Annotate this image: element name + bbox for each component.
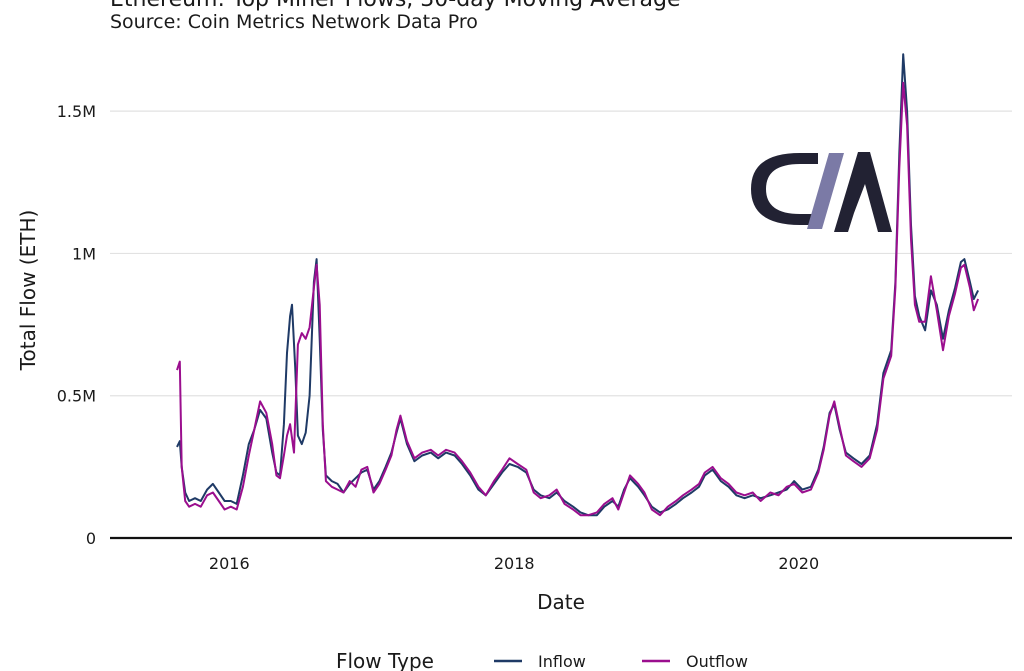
- x-tick-label: 2018: [494, 554, 535, 573]
- logo-m-shape: [834, 152, 892, 232]
- legend-title: Flow Type: [336, 649, 434, 671]
- gridlines: [110, 110, 1012, 397]
- y-axis-title: Total Flow (ETH): [16, 210, 40, 372]
- series-line-outflow: [176, 81, 980, 517]
- logo-c-shape: [751, 153, 818, 225]
- x-axis-ticks: 2016 2018 2020: [209, 554, 819, 573]
- series-lines: [176, 53, 980, 517]
- x-tick-label: 2016: [209, 554, 250, 573]
- x-tick-label: 2020: [778, 554, 819, 573]
- chart-title: Ethereum: Top Miner Flows, 30-day Moving…: [110, 0, 681, 12]
- y-tick-label: 1.5M: [57, 102, 96, 121]
- y-tick-label: 0: [86, 529, 96, 548]
- x-axis-title: Date: [537, 590, 585, 614]
- legend-label-inflow: Inflow: [538, 652, 586, 671]
- y-tick-label: 1M: [72, 244, 96, 263]
- coin-metrics-logo: [751, 152, 892, 232]
- y-tick-label: 0.5M: [57, 387, 96, 406]
- series-line-inflow: [176, 53, 979, 517]
- chart-subtitle: Source: Coin Metrics Network Data Pro: [110, 11, 478, 33]
- legend: Flow Type Inflow Outflow: [336, 649, 748, 671]
- legend-label-outflow: Outflow: [686, 652, 748, 671]
- y-axis-ticks: 0 0.5M 1M 1.5M: [57, 102, 96, 548]
- logo-slash: [807, 153, 844, 229]
